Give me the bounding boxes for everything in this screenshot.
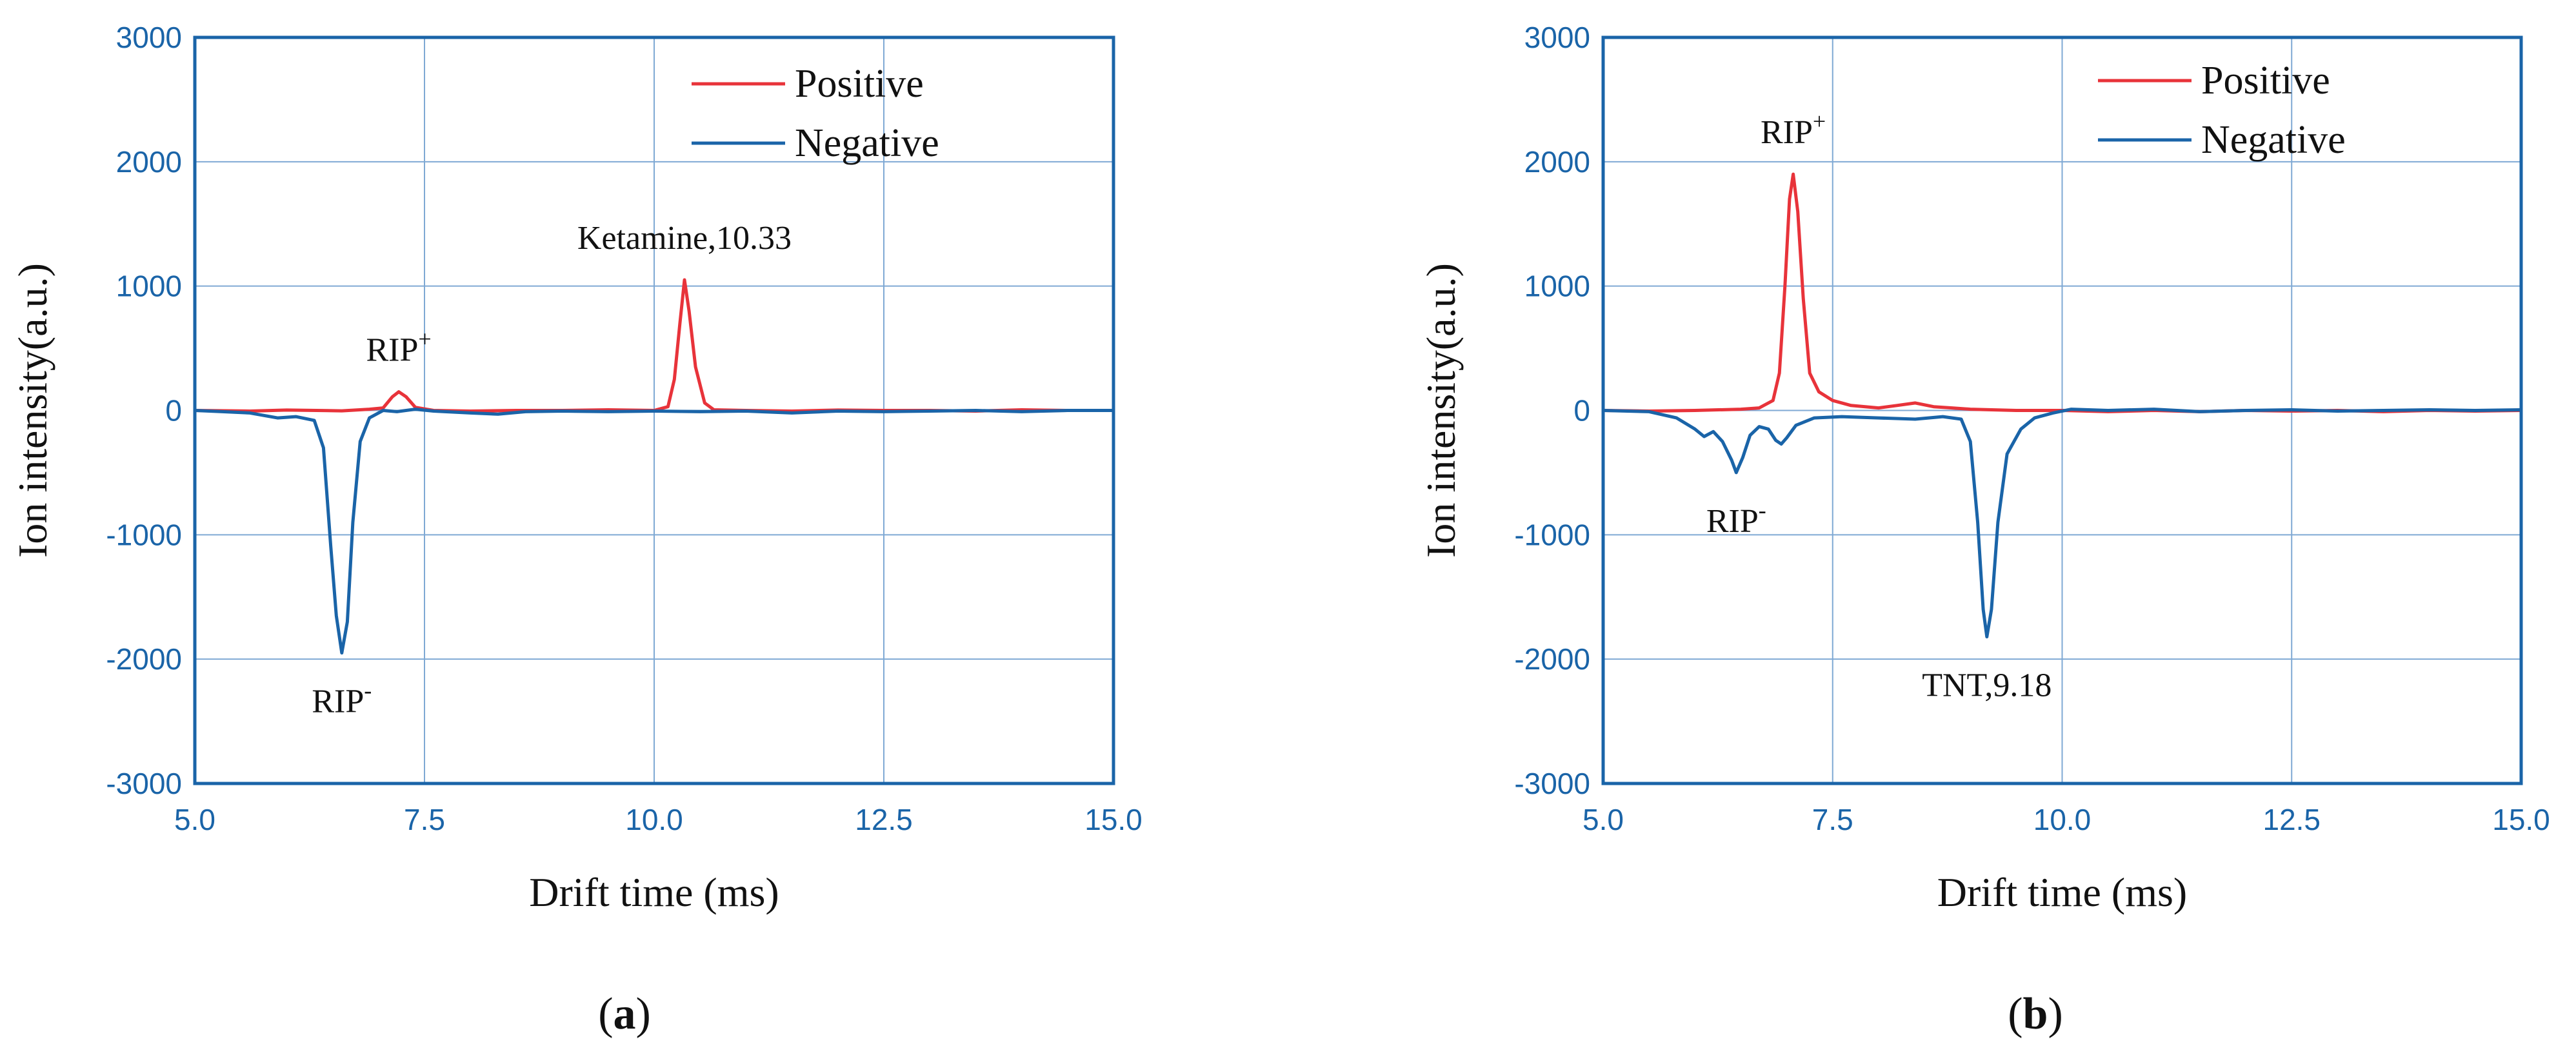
- y-tick-label: -3000: [106, 767, 182, 800]
- legend-label-negative: Negative: [2201, 118, 2346, 162]
- y-tick-label: 0: [165, 394, 182, 428]
- y-tick-label: -2000: [106, 642, 182, 676]
- y-tick-label: 2000: [116, 145, 182, 179]
- x-tick-label: 10.0: [625, 803, 683, 836]
- legend: Positive Negative: [2098, 59, 2346, 162]
- y-tick-label: 1000: [1524, 270, 1590, 303]
- panel-label: (a): [598, 989, 651, 1039]
- x-axis-title: Drift time (ms): [1937, 869, 2187, 915]
- panel-label: (b): [2008, 989, 2063, 1039]
- x-axis-title: Drift time (ms): [529, 869, 779, 915]
- annotation-label: RIP-: [312, 678, 372, 720]
- y-tick-label: 2000: [1524, 145, 1590, 179]
- y-axis-title: Ion intensity(a.u.): [1418, 263, 1464, 558]
- x-tick-label: 7.5: [1812, 803, 1853, 836]
- x-tick-label: 15.0: [2492, 803, 2550, 836]
- legend: Positive Negative: [692, 62, 939, 165]
- y-tick-label: -1000: [106, 518, 182, 551]
- plot-frame: [193, 35, 1115, 785]
- y-tick-label: 3000: [1524, 21, 1590, 54]
- x-tick-label: 12.5: [855, 803, 913, 836]
- series-line-negative: [194, 408, 1113, 655]
- annotation-label: RIP+: [366, 326, 432, 369]
- x-tick-label: 5.0: [174, 803, 215, 836]
- series-line-negative: [1603, 408, 2522, 638]
- y-tick-label: -1000: [1514, 518, 1590, 551]
- y-tick-label: 0: [1573, 394, 1590, 428]
- x-tick-label: 5.0: [1583, 803, 1624, 836]
- annotation-label: TNT,9.18: [1922, 667, 2052, 704]
- x-tick-label: 7.5: [404, 803, 445, 836]
- legend-label-negative: Negative: [795, 121, 939, 165]
- y-tick-label: -3000: [1514, 767, 1590, 800]
- y-axis-title: Ion intensity(a.u.): [10, 263, 55, 558]
- x-tick-label: 15.0: [1084, 803, 1143, 836]
- x-tick-label: 12.5: [2262, 803, 2321, 836]
- y-tick-label: 3000: [116, 21, 182, 54]
- legend-label-positive: Positive: [795, 62, 924, 106]
- plot-frame: [1601, 35, 2523, 785]
- annotation-label: RIP+: [1761, 108, 1826, 151]
- x-tick-label: 10.0: [2033, 803, 2092, 836]
- legend-label-positive: Positive: [2201, 59, 2330, 103]
- y-tick-label: -2000: [1514, 642, 1590, 676]
- annotation-label: RIP-: [1706, 497, 1766, 540]
- y-tick-label: 1000: [116, 270, 182, 303]
- annotation-label: Ketamine,10.33: [577, 220, 792, 257]
